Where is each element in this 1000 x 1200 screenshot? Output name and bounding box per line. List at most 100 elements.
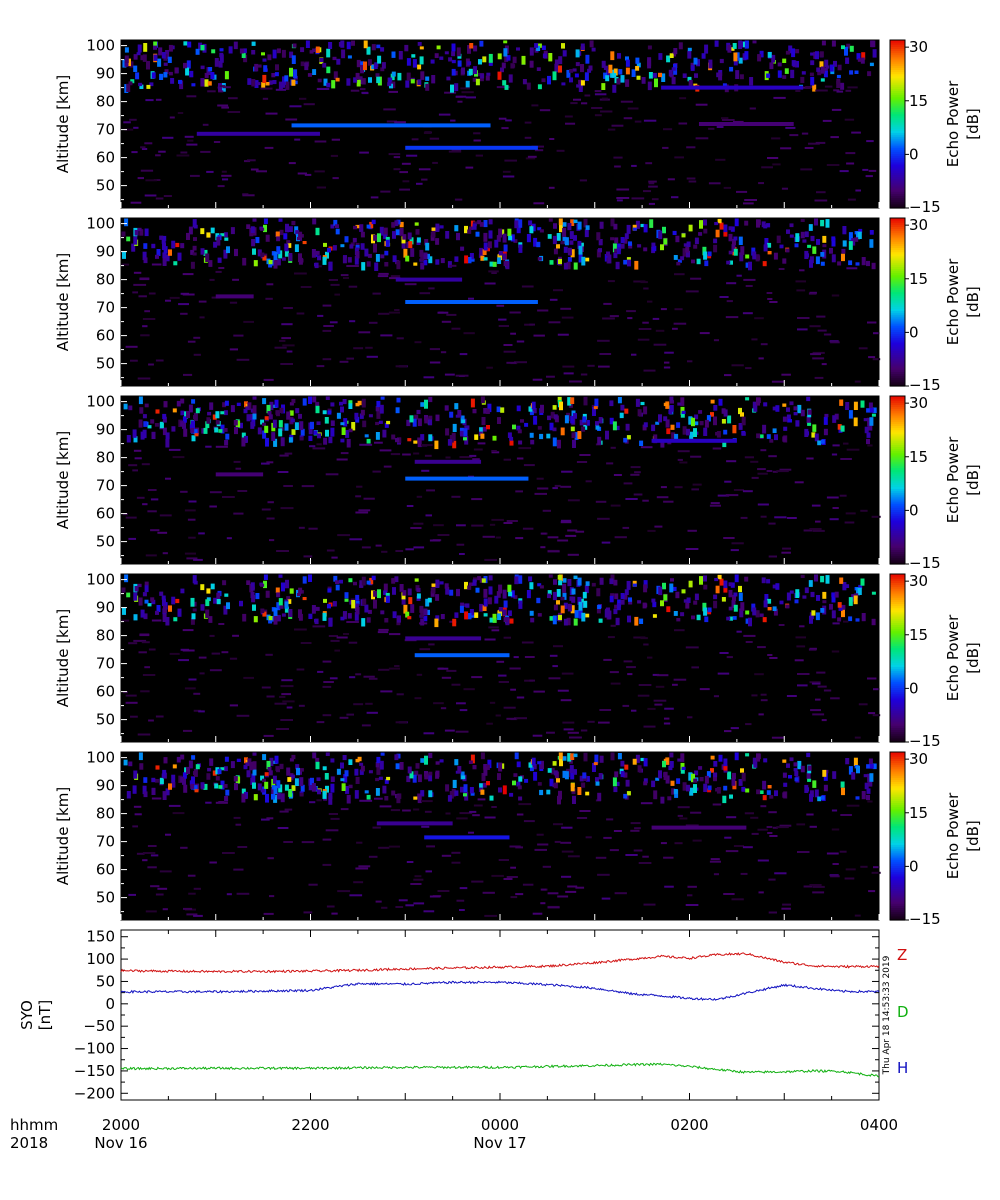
y-axis-unit: [nT]	[36, 1000, 54, 1030]
x-tick-label: 0000	[481, 1116, 519, 1134]
colorbar-tick-label: 0	[909, 145, 919, 163]
y-tick-label: 0	[105, 995, 115, 1013]
y-axis-label: Altitude [km]	[54, 75, 72, 173]
series-line-H	[120, 980, 880, 1001]
x-corner-label: hhmm	[10, 1116, 58, 1134]
x-tick-label: 0400	[860, 1116, 898, 1134]
series-label-H: H	[897, 1059, 908, 1077]
colorbar-frame	[889, 217, 906, 387]
colorbar-tick-label: 0	[909, 323, 919, 341]
colorbar-tick-label: 15	[909, 448, 928, 466]
magnetometer-panel: 150 100 50 0 −50 −100 −150 −200 SYO [nT] Z D H Thu Ap…	[18, 928, 909, 1103]
colorbar-tick-label: −15	[909, 376, 941, 394]
x-corner-year: 2018	[10, 1134, 48, 1152]
timestamp: Thu Apr 18 14:53:33 2019	[882, 955, 892, 1075]
colorbar: 30 15 0 −15 Echo Power [dB]	[889, 572, 982, 750]
y-tick-label: 50	[96, 355, 115, 373]
echo-layer	[414, 459, 482, 464]
x-date-label: Nov 17	[473, 1134, 526, 1152]
y-tick-label: 90	[96, 65, 115, 83]
y-tick-label: 80	[96, 805, 115, 823]
y-tick-label: 60	[96, 683, 115, 701]
y-axis-label: SYO	[18, 1000, 36, 1030]
echo-panel-4: 50 60 70 80 90 100 Altitude [km] 30 15 0 −15 Echo P…	[54, 571, 982, 750]
y-tick-label: 90	[96, 243, 115, 261]
colorbar: 30 15 0 −15 Echo Power [dB]	[889, 216, 982, 394]
colorbar-unit: [dB]	[964, 464, 982, 496]
echo-layer	[376, 821, 453, 826]
colorbar-frame	[889, 39, 906, 209]
y-axis-label: Altitude [km]	[54, 609, 72, 707]
echo-layer	[215, 472, 264, 477]
colorbar-tick-label: 15	[909, 92, 928, 110]
colorbar-unit: [dB]	[964, 820, 982, 852]
y-tick-label: 60	[96, 327, 115, 345]
echo-layer	[405, 300, 538, 304]
x-date-label: Nov 16	[94, 1134, 147, 1152]
colorbar-tick-label: 0	[909, 679, 919, 697]
echo-panel-3: 50 60 70 80 90 100 Altitude [km] 30 15 0 −15 Echo P…	[54, 393, 982, 572]
y-tick-label: 90	[96, 777, 115, 795]
x-tick-label: 2200	[291, 1116, 329, 1134]
colorbar-label: Echo Power	[944, 436, 962, 523]
y-tick-label: 70	[96, 655, 115, 673]
echo-layer	[196, 131, 320, 136]
colorbar-tick-label: 15	[909, 626, 928, 644]
y-tick-label: 100	[86, 749, 115, 767]
colorbar-unit: [dB]	[964, 108, 982, 140]
y-tick-label: 100	[86, 950, 115, 968]
echo-layer	[661, 85, 804, 90]
x-tick-label: 2000	[102, 1116, 140, 1134]
echo-layer	[405, 476, 529, 481]
y-tick-label: 150	[86, 928, 115, 946]
y-tick-label: 70	[96, 477, 115, 495]
series-line-Z	[120, 952, 880, 974]
echo-layer	[395, 277, 463, 282]
colorbar-tick-label: −15	[909, 732, 941, 750]
echo-layer	[291, 123, 491, 128]
colorbar-label: Echo Power	[944, 258, 962, 345]
y-tick-label: 80	[96, 271, 115, 289]
echo-layer	[405, 145, 538, 150]
colorbar-frame	[889, 573, 906, 743]
y-tick-label: 50	[96, 177, 115, 195]
colorbar-tick-label: 30	[909, 38, 928, 56]
colorbar-label: Echo Power	[944, 80, 962, 167]
noise-layer	[121, 574, 881, 739]
echo-layer	[215, 294, 254, 299]
y-axis-label: Altitude [km]	[54, 431, 72, 529]
colorbar: 30 15 0 −15 Echo Power [dB]	[889, 38, 982, 216]
y-tick-label: −200	[74, 1084, 115, 1102]
y-tick-label: 60	[96, 861, 115, 879]
colorbar-tick-label: 0	[909, 501, 919, 519]
y-tick-label: 90	[96, 421, 115, 439]
y-tick-label: 70	[96, 299, 115, 317]
y-tick-label: 60	[96, 149, 115, 167]
noise-layer	[122, 396, 881, 561]
plot-frame	[120, 929, 880, 1101]
echo-panel-2: 50 60 70 80 90 100 Altitude [km] 30 15 0 −15 Echo P…	[54, 215, 982, 394]
y-tick-label: 70	[96, 121, 115, 139]
series-line-D	[120, 1062, 880, 1078]
y-tick-label: 100	[86, 37, 115, 55]
echo-layer	[698, 122, 794, 126]
echo-layer	[414, 653, 510, 658]
colorbar-tick-label: 30	[909, 750, 928, 768]
colorbar-unit: [dB]	[964, 642, 982, 674]
y-tick-label: −100	[74, 1040, 115, 1058]
y-tick-label: 50	[96, 711, 115, 729]
colorbar-unit: [dB]	[964, 286, 982, 318]
y-tick-label: 80	[96, 627, 115, 645]
y-tick-label: 50	[96, 972, 115, 990]
colorbar-label: Echo Power	[944, 792, 962, 879]
echo-layer	[405, 636, 482, 641]
noise-layer	[123, 752, 881, 917]
y-tick-label: 70	[96, 833, 115, 851]
colorbar-tick-label: 15	[909, 804, 928, 822]
colorbar-tick-label: 15	[909, 270, 928, 288]
y-tick-label: 60	[96, 505, 115, 523]
y-tick-label: 100	[86, 393, 115, 411]
y-tick-label: 80	[96, 93, 115, 111]
colorbar-frame	[889, 751, 906, 921]
